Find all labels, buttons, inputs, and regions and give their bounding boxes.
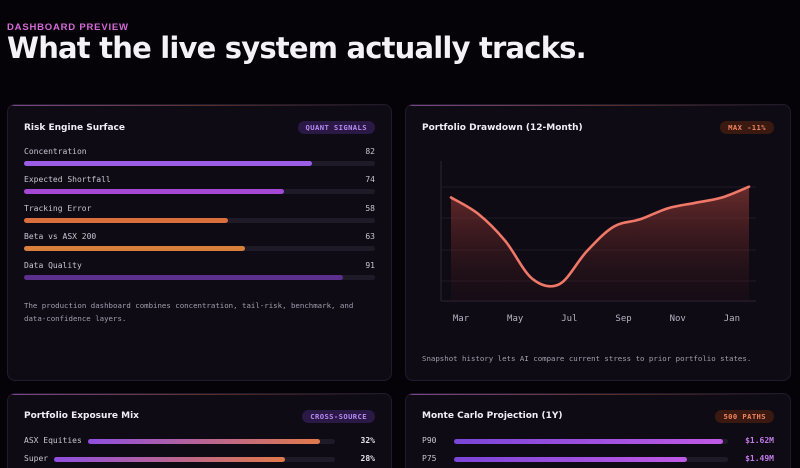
exposure-label: ASX Equities [24,436,82,445]
drawdown-card-title: Portfolio Drawdown (12-Month) [422,123,583,133]
metric-fill [24,218,228,223]
paths-badge: 500 PATHS [715,410,774,423]
x-tick-label: Nov [670,314,686,324]
montecarlo-card-title: Monte Carlo Projection (1Y) [422,411,563,421]
metric-concentration: Concentration 82 [24,147,375,171]
exposure-track [54,457,335,462]
projection-track [454,457,728,462]
projection-row-p75: P75 $1.49M [422,453,774,465]
projection-fill [454,439,723,444]
chart-x-ticks: Mar May Jul Sep Nov Jan [453,314,740,324]
metric-fill [24,161,312,166]
metric-data-quality: Data Quality 91 [24,261,375,285]
metric-track [24,161,375,166]
metric-track [24,189,375,194]
metric-tracking-error: Tracking Error 58 [24,204,375,228]
exposure-fill [88,439,321,444]
projection-value: $1.62M [745,436,774,445]
drawdown-line [449,185,751,288]
metric-value: 58 [365,204,375,213]
metric-track [24,246,375,251]
metric-fill [24,246,246,251]
metric-value: 91 [365,261,375,270]
projection-label: P90 [422,436,437,445]
metric-label: Concentration [24,147,87,156]
metric-track [24,275,375,280]
exposure-value: 28% [360,454,375,463]
metric-label: Tracking Error [24,204,92,213]
exposure-card: Portfolio Exposure Mix CROSS-SOURCE ASX … [7,393,392,468]
metric-fill [24,189,284,194]
risk-card-title: Risk Engine Surface [24,123,125,133]
quant-signals-badge: QUANT SIGNALS [297,121,375,134]
cross-source-badge: CROSS-SOURCE [302,410,375,423]
x-tick-label: Sep [615,314,631,324]
risk-card-description: The production dashboard combines concen… [24,301,354,323]
metric-expected-shortfall: Expected Shortfall 74 [24,175,375,199]
drawdown-chart: Mar May Jul Sep Nov Jan [440,161,756,324]
exposure-fill [54,457,286,462]
x-tick-label: Jul [561,314,577,324]
projection-label: P75 [422,454,437,463]
metric-track [24,218,375,223]
metric-beta: Beta vs ASX 200 63 [24,232,375,256]
exposure-track [88,439,335,444]
projection-fill [454,457,687,462]
exposure-row-super: Super 28% [24,453,375,465]
metric-label: Expected Shortfall [24,175,111,184]
risk-engine-card: Risk Engine Surface QUANT SIGNALS Concen… [7,104,392,381]
metric-value: 63 [365,232,375,241]
projection-value: $1.49M [745,454,774,463]
page-title: What the live system actually tracks. [7,31,587,65]
drawdown-caption: Snapshot history lets AI compare current… [422,354,752,363]
metric-value: 74 [365,175,375,184]
x-tick-label: Mar [453,314,470,324]
drawdown-card: Portfolio Drawdown (12-Month) MAX -11% M… [405,104,791,381]
exposure-row-asx: ASX Equities 32% [24,435,375,447]
exposure-label: Super [24,454,49,463]
max-drawdown-badge: MAX -11% [720,121,774,134]
x-tick-label: Jan [724,314,740,324]
metric-fill [24,275,344,280]
section-eyebrow: DASHBOARD PREVIEW [7,22,129,33]
projection-row-p90: P90 $1.62M [422,435,774,447]
drawdown-area [451,186,749,301]
metric-label: Data Quality [24,261,82,270]
projection-track [454,439,728,444]
x-tick-label: May [507,314,524,324]
metric-value: 82 [365,147,375,156]
exposure-value: 32% [360,436,375,445]
exposure-card-title: Portfolio Exposure Mix [24,411,139,421]
montecarlo-card: Monte Carlo Projection (1Y) 500 PATHS P9… [405,393,791,468]
metric-label: Beta vs ASX 200 [24,232,97,241]
